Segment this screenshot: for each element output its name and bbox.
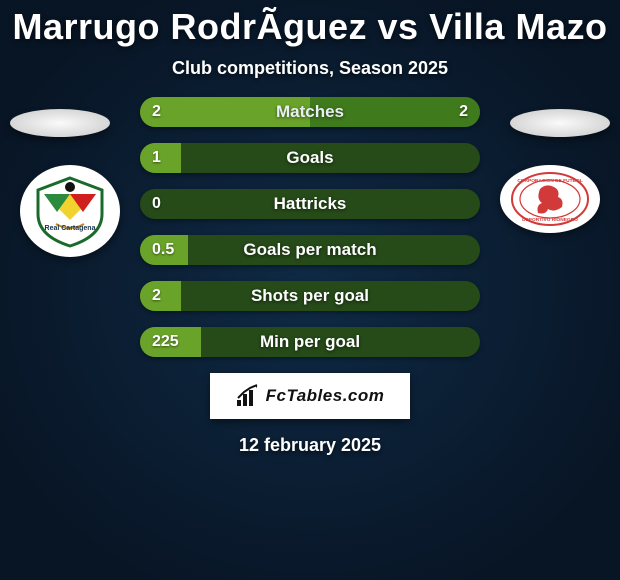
stat-row: 2Shots per goal	[140, 281, 480, 311]
club1-crest: Real Cartagena	[20, 165, 120, 257]
value-player1: 1	[140, 143, 173, 173]
stat-label: Hattricks	[140, 194, 480, 214]
value-player2	[456, 281, 480, 311]
value-player2	[456, 189, 480, 219]
stat-row: 1Goals	[140, 143, 480, 173]
page-title: Marrugo RodrÃ­guez vs Villa Mazo	[0, 0, 620, 48]
brand-text: FcTables.com	[266, 386, 385, 406]
value-player1: 2	[140, 281, 173, 311]
value-player1: 0.5	[140, 235, 186, 265]
svg-text:CORPORACION DE FUTBOL: CORPORACION DE FUTBOL	[517, 178, 582, 184]
subtitle: Club competitions, Season 2025	[0, 58, 620, 79]
stat-label: Goals per match	[140, 240, 480, 260]
value-player2	[456, 327, 480, 357]
stat-row: 0Hattricks	[140, 189, 480, 219]
value-player2: 2	[447, 97, 480, 127]
brand-icon	[236, 384, 260, 408]
player2-pedestal	[510, 109, 610, 137]
date: 12 february 2025	[0, 435, 620, 456]
stat-rows: 22Matches1Goals0Hattricks0.5Goals per ma…	[140, 97, 480, 357]
stat-row: 0.5Goals per match	[140, 235, 480, 265]
club2-crest: CORPORACION DE FUTBOL DEPORTIVO RIONEGRO	[500, 165, 600, 233]
stat-row: 22Matches	[140, 97, 480, 127]
stat-label: Goals	[140, 148, 480, 168]
value-player2	[456, 235, 480, 265]
player1-pedestal	[10, 109, 110, 137]
value-player1: 2	[140, 97, 173, 127]
svg-text:DEPORTIVO RIONEGRO: DEPORTIVO RIONEGRO	[522, 217, 578, 223]
value-player1: 225	[140, 327, 191, 357]
stat-row: 225Min per goal	[140, 327, 480, 357]
value-player1: 0	[140, 189, 173, 219]
brand-plate: FcTables.com	[210, 373, 410, 419]
stat-label: Shots per goal	[140, 286, 480, 306]
comparison-stage: Real Cartagena CORPORACION DE FUTBOL DEP…	[0, 97, 620, 357]
value-player2	[456, 143, 480, 173]
svg-text:Real Cartagena: Real Cartagena	[45, 225, 96, 232]
